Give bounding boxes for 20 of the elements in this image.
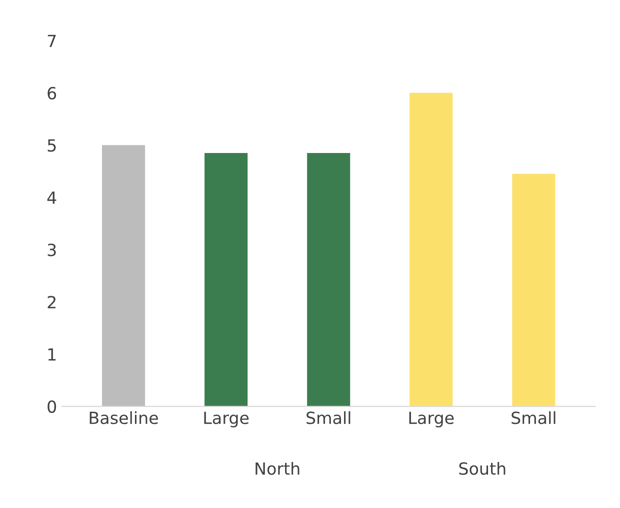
y-tick-label: 7 (48, 34, 56, 47)
x-tick-label: Large (409, 412, 454, 428)
bar (204, 152, 248, 406)
x-tick-label: Small (512, 411, 556, 424)
bar (102, 145, 146, 406)
text: North (256, 462, 300, 475)
bar (512, 174, 556, 406)
bar (410, 92, 453, 406)
y-tick-label: 2 (48, 296, 56, 308)
bar (307, 152, 350, 406)
y-tick-label: 5 (48, 139, 56, 152)
x-tick-label: Large (204, 412, 249, 428)
text: South (459, 462, 506, 475)
y-tick-label: 3 (48, 244, 56, 256)
x-tick-label: Baseline (90, 411, 158, 424)
y-tick-label: 1 (48, 348, 56, 360)
y-tick-label: 4 (47, 192, 56, 204)
y-tick-label: 6 (48, 86, 56, 100)
x-tick-label: Small (306, 411, 350, 424)
y-tick-label: 0 (48, 400, 56, 413)
